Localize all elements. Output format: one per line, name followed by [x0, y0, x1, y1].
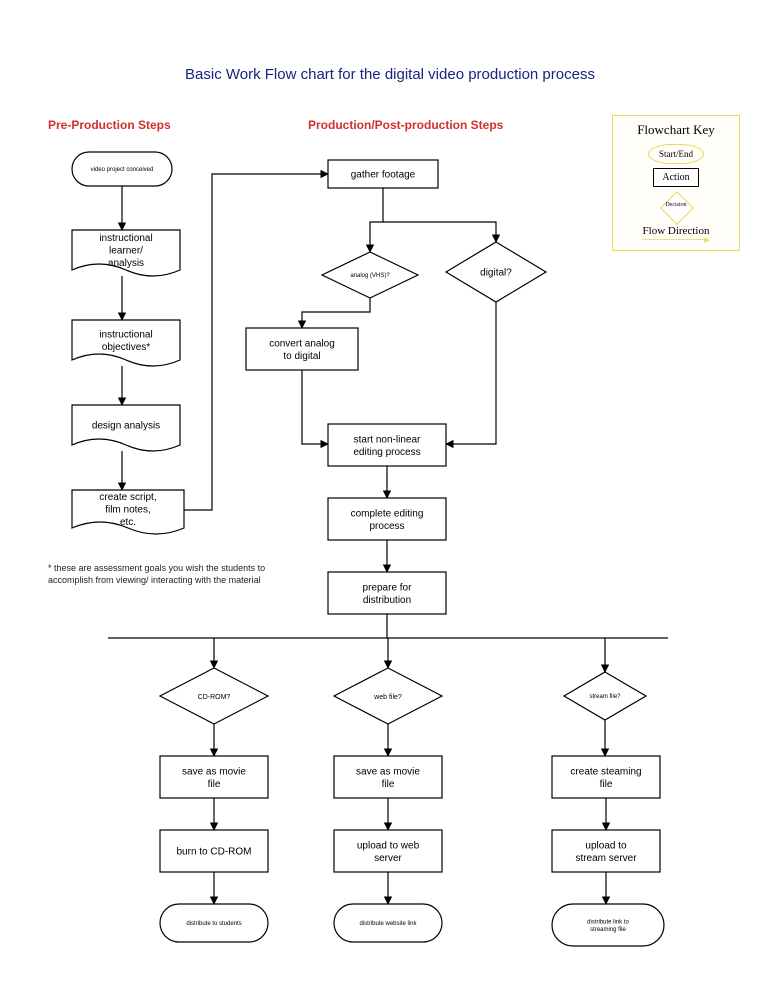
svg-text:web file?: web file?	[373, 694, 402, 701]
flowchart-canvas: video project conceived instructionallear…	[0, 0, 768, 1004]
svg-text:CD-ROM?: CD-ROM?	[198, 694, 231, 701]
svg-text:analog (VHS)?: analog (VHS)?	[350, 273, 390, 279]
node-d2: digital?	[446, 242, 546, 302]
node-o3: distribute link tostreaming file	[552, 904, 664, 946]
node-g5: prepare fordistribution	[328, 572, 446, 614]
node-r1: save as moviefile	[160, 756, 268, 798]
node-n4: design analysis	[72, 405, 180, 451]
svg-text:video project conceived: video project conceived	[91, 167, 154, 173]
node-d4: web file?	[334, 668, 442, 724]
node-r2: save as moviefile	[334, 756, 442, 798]
svg-text:prepare fordistribution: prepare fordistribution	[363, 582, 413, 606]
node-n5: create script,film notes,etc.	[72, 490, 184, 534]
svg-text:distribute website link: distribute website link	[359, 921, 417, 927]
node-o1: distribute to students	[160, 904, 268, 942]
svg-text:distribute to students: distribute to students	[186, 921, 241, 927]
node-r5: upload to webserver	[334, 830, 442, 872]
node-g3: start non-linearediting process	[328, 424, 446, 466]
svg-text:burn to CD-ROM: burn to CD-ROM	[176, 847, 251, 858]
node-r3: create steamingfile	[552, 756, 660, 798]
node-g2: convert analogto digital	[246, 328, 358, 370]
svg-text:stream file?: stream file?	[589, 694, 621, 700]
node-r4: burn to CD-ROM	[160, 830, 268, 872]
svg-text:distribute link tostreaming fi: distribute link tostreaming file	[587, 919, 629, 933]
svg-text:instructionalobjectives*: instructionalobjectives*	[99, 329, 152, 353]
svg-text:gather footage: gather footage	[351, 170, 416, 181]
node-d3: CD-ROM?	[160, 668, 268, 724]
node-o2: distribute website link	[334, 904, 442, 942]
svg-text:design analysis: design analysis	[92, 421, 160, 432]
node-g4: complete editingprocess	[328, 498, 446, 540]
node-n2: instructionallearner/analysis	[72, 230, 180, 276]
node-r6: upload tostream server	[552, 830, 660, 872]
node-d5: stream file?	[564, 672, 646, 720]
node-g1: gather footage	[328, 160, 438, 188]
svg-text:start non-linearediting proces: start non-linearediting process	[353, 434, 421, 458]
node-n1: video project conceived	[72, 152, 172, 186]
node-d1: analog (VHS)?	[322, 252, 418, 298]
svg-text:digital?: digital?	[480, 268, 512, 279]
node-n3: instructionalobjectives*	[72, 320, 180, 366]
